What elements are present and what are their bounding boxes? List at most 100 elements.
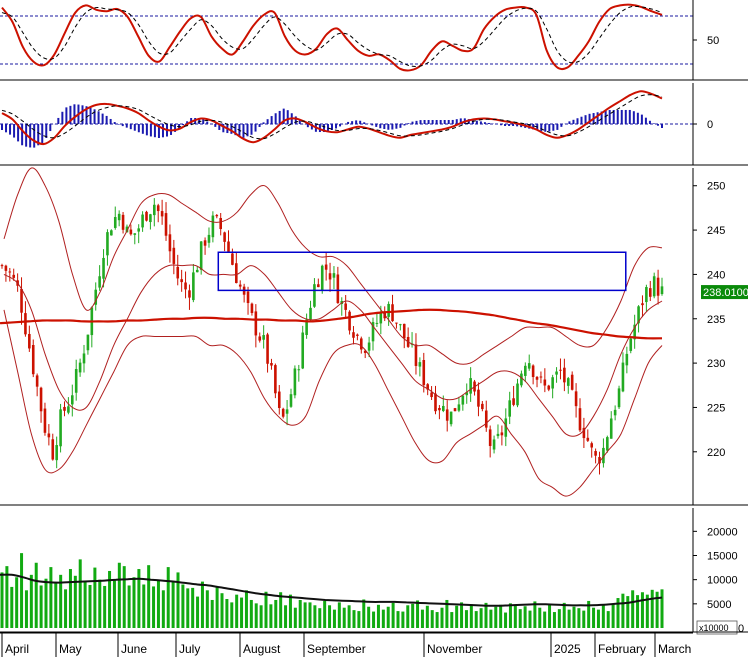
price-candle-up [629, 338, 633, 351]
price-candle-up [82, 353, 86, 364]
price-candle-up [621, 362, 625, 392]
price-candle-up [133, 233, 137, 235]
price-candle-up [465, 392, 469, 396]
price-candle-up [55, 445, 58, 461]
price-candle-up [527, 363, 531, 369]
price-candle-down [656, 277, 660, 296]
price-candle-up [207, 234, 211, 243]
price-candle-down [574, 391, 578, 407]
price-tick-label-225: 225 [707, 402, 725, 414]
price-candle-down [453, 408, 457, 412]
price-candle-up [652, 276, 656, 297]
price-candle-up [137, 228, 140, 232]
price-candle-down [488, 429, 492, 446]
price-candle-down [129, 229, 133, 235]
panel-frames [0, 0, 748, 633]
price-candle-up [613, 409, 617, 416]
price-candle-up [141, 214, 144, 228]
price-candle-up [387, 303, 390, 317]
price-candle-up [660, 286, 664, 295]
price-candle-down [188, 290, 191, 298]
price-candle-down [28, 333, 31, 349]
price-candle-down [563, 367, 566, 383]
price-candle-down [172, 247, 176, 264]
price-candle-down [648, 288, 652, 297]
price-moving-average [0, 308, 663, 340]
price-candle-down [598, 457, 601, 464]
price-candle-down [438, 408, 441, 411]
price-candle-down [24, 313, 27, 335]
price-candle-down [51, 439, 55, 460]
price-candle-down [539, 376, 543, 378]
volume-tick-label-5000: 5000 [707, 599, 731, 611]
price-candle-up [125, 226, 129, 233]
price-candle-up [59, 409, 62, 447]
price-candle-up [297, 369, 301, 371]
price-candle-down [0, 265, 4, 267]
price-candle-down [363, 350, 367, 353]
price-candle-down [47, 433, 51, 438]
price-candle-up [305, 319, 308, 335]
price-candle-up [449, 411, 453, 425]
price-candle-down [281, 408, 285, 417]
price-candle-up [285, 409, 289, 414]
time-axis-label: April [5, 642, 29, 656]
price-candle-up [504, 418, 508, 437]
price-candle-up [195, 269, 199, 273]
price-candle-up [94, 289, 98, 305]
price-candle-down [145, 211, 148, 221]
price-candle-down [426, 384, 429, 390]
last-price-badge [701, 285, 748, 300]
price-tick-label-235: 235 [707, 314, 725, 326]
price-candle-up [106, 232, 109, 256]
price-candle-down [481, 403, 484, 410]
time-axis-label: July [179, 642, 200, 656]
price-candle-down [121, 214, 125, 230]
time-axis-label: February [598, 642, 646, 656]
price-candle-up [551, 377, 554, 389]
macd-panel: 0 [0, 90, 713, 148]
price-candle-up [617, 388, 621, 408]
price-candle-up [645, 287, 648, 303]
price-candle-down [8, 271, 12, 273]
price-candle-down [590, 443, 594, 448]
price-candle-up [461, 395, 465, 405]
last-price-label: 238.0100 [703, 287, 749, 299]
price-candle-down [266, 334, 269, 364]
price-candle-down [43, 408, 47, 433]
volume-tick-label-0: 0 [738, 623, 744, 635]
price-candle-down [160, 211, 164, 217]
price-candle-up [637, 306, 640, 324]
price-candle-up [625, 353, 629, 366]
price-candle-up [555, 371, 558, 375]
price-candle-down [164, 213, 168, 236]
price-candle-up [496, 433, 500, 437]
price-candle-up [86, 334, 90, 351]
price-candle-up [110, 230, 113, 236]
macd-line [1, 90, 663, 146]
price-candle-down [184, 282, 187, 290]
price-candle-down [250, 303, 254, 314]
price-candle-down [547, 385, 551, 390]
price-candle-down [484, 410, 488, 428]
price-candle-down [176, 266, 180, 279]
price-candle-down [344, 303, 347, 310]
price-candle-down [63, 406, 66, 411]
price-candle-down [317, 284, 320, 288]
price-candle-down [227, 241, 230, 252]
price-candle-up [566, 378, 570, 386]
price-candle-up [367, 342, 371, 351]
bollinger-middle-band [3, 264, 663, 437]
price-panel: 220 225 230 235 240 245 250 238.0100 [0, 167, 749, 497]
price-tick-label-230: 230 [707, 358, 725, 370]
price-candle-down [324, 264, 328, 270]
price-candle-down [395, 322, 398, 324]
price-candle-up [633, 324, 636, 340]
price-candle-down [258, 336, 262, 341]
price-candle-down [35, 375, 39, 387]
price-candle-down [535, 376, 539, 380]
price-candle-down [531, 365, 535, 378]
volume-unit-label: x10000 [699, 623, 729, 633]
volume-tick-label-15000: 15000 [707, 551, 738, 563]
